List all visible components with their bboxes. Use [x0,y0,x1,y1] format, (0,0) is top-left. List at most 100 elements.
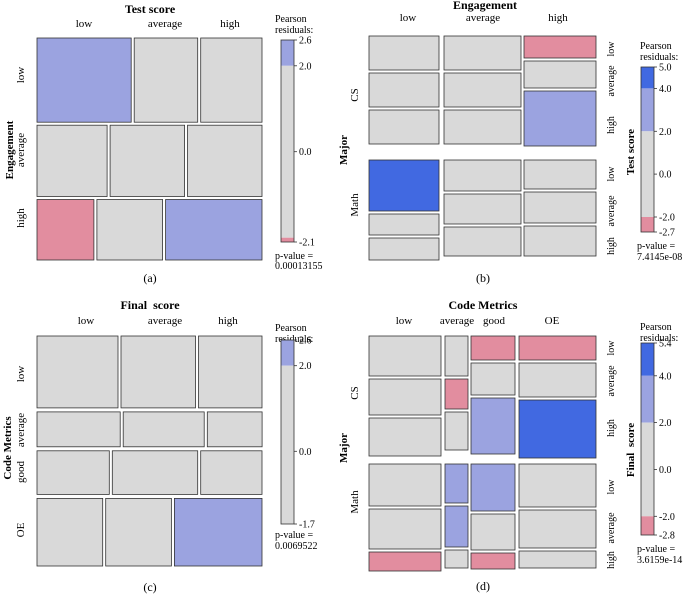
legend-segment-2 [281,65,294,238]
panel-b-tile-CS-high-low [523,35,597,59]
panel-d-tile-CS-average-low [444,335,469,377]
panel-d-tile-CS-OE-low [518,335,597,361]
panel-b-p-value: 7.4145e-08 [637,252,682,263]
panel-c-p-value: 0.0069522 [275,541,318,552]
panel-c-row-good: good [15,461,27,484]
panel-b-col-low: low [400,12,417,24]
panel-d-tile-CS-OE-average [518,362,597,398]
legend-segment-3 [641,516,654,535]
panel-c-legend-title-1: Pearson [275,323,307,334]
panel-d-tile-Math-good-average [470,513,516,551]
panel-b-inner-cs-low: low [606,41,617,57]
panel-a-p-label: p-value = [275,251,313,262]
panel-b-tile-Math-average-average [443,193,522,225]
legend-segment-2 [641,131,654,217]
panel-c-title: Final score [120,298,180,312]
panel-d-tile-CS-low-average [368,378,442,416]
panel-a-label: (a) [143,271,156,285]
panel-d-legend-title-1: Pearson [640,322,672,333]
panel-b: Engagement low average high Major CS Mat… [338,0,682,285]
panel-d-legend: Pearson residuals: p-value = 3.6159e-14 … [637,322,682,566]
panel-a-legend: Pearson residuals: p-value = 0.00013155 … [275,14,323,272]
panel-b-tile-Math-low-high [368,237,440,261]
panel-b-legend: Pearson residuals: p-value = 7.4145e-08 … [637,41,682,263]
legend-tick-label: 4.0 [659,84,672,95]
panel-b-tile-CS-low-average [368,72,440,108]
panel-d-tile-CS-low-high [368,417,442,457]
panel-c-tile-low-low [36,335,119,409]
legend-tick-label: 5.0 [659,63,672,74]
panel-d-tile-Math-OE-high [518,550,597,569]
panel-a-tile-low-average [133,37,199,123]
legend-tick-label: 2.6 [299,336,312,347]
panel-d-inner-cs-low: low [606,340,617,356]
panel-b-title: Engagement [453,0,517,12]
panel-a-row-low: low [15,67,27,84]
legend-tick-label: -2.0 [659,512,675,523]
panel-c-tile-average-low [36,411,121,448]
legend-tick-label: 2.0 [659,127,672,138]
panel-c-tile-low-high [198,335,263,409]
panel-c-legend-title-2: residuals: [275,334,313,345]
panel-c-tile-OE-average [105,497,172,567]
panel-c-col-low: low [78,315,95,327]
legend-tick-label: 2.0 [299,361,312,372]
panel-d-tile-CS-average-high [444,411,469,451]
panel-a: Test score low average high Engagement l… [4,2,323,285]
panel-a-col-high: high [220,18,240,30]
panel-d-inner-cs-high: high [606,419,617,437]
panel-b-tile-CS-average-average [443,72,522,108]
panel-d-tile-CS-low-low [368,335,442,377]
panel-d-group-cs: CS [349,386,361,399]
panel-d-group-math: Math [349,490,361,514]
legend-segment-0 [641,343,654,376]
legend-tick-label: 4.0 [659,371,672,382]
panel-d-inner-var: Final score [625,423,637,477]
panel-b-label: (b) [476,271,490,285]
panel-a-tile-high-low [36,199,95,261]
panel-c-tile-average-average [122,411,205,448]
legend-tick-label: 2.0 [299,61,312,72]
panel-c-tile-OE-high [173,497,263,567]
panel-a-tile-average-average [109,124,185,197]
panel-b-tile-CS-high-high [523,90,597,147]
panel-d-col-average: average [440,315,474,327]
panel-a-legend-title-2: residuals: [275,25,313,36]
legend-tick-label: -2.7 [659,228,675,239]
panel-d-tile-CS-good-average [470,362,516,396]
panel-a-legend-title-1: Pearson [275,14,307,25]
panel-a-p-value: 0.00013155 [275,261,323,272]
panel-c-col-high: high [218,315,238,327]
panel-d-tile-CS-average-average [444,378,469,410]
panel-a-col-average: average [148,18,182,30]
panel-d-tile-Math-average-low [444,463,469,504]
panel-c-tile-average-high [206,411,263,448]
panel-c-row-low: low [15,366,27,383]
legend-tick-label: -2.0 [659,213,675,224]
panel-c-tile-low-average [120,335,196,409]
legend-tick-label: -2.1 [299,238,315,249]
panel-b-inner-cs-average: average [606,65,617,97]
panel-b-tile-Math-average-high [443,226,522,257]
legend-tick-label: -1.7 [299,520,315,531]
panel-d-tile-Math-low-average [368,508,442,550]
panel-b-tile-CS-low-high [368,109,440,145]
panel-c-row-var: Code Metrics [2,416,14,480]
panel-d-tile-Math-low-low [368,463,442,507]
panel-b-tile-Math-average-low [443,159,522,192]
legend-segment-1 [641,375,654,423]
panel-b-inner-math-average: average [606,195,617,227]
panel-d-inner-math-low: low [606,479,617,495]
panel-b-tile-CS-average-low [443,35,522,71]
panel-b-inner-math-high: high [606,237,617,255]
panel-b-tile-CS-average-high [443,109,522,145]
panel-d-outer-var: Major [338,433,350,463]
panel-b-legend-title-1: Pearson [640,41,672,52]
panel-d-label: (d) [476,579,490,593]
panel-c-tile-good-high [200,450,263,495]
panel-d-p-value: 3.6159e-14 [637,555,682,566]
panel-d-inner-math-high: high [606,551,617,569]
panel-b-tile-Math-low-average [368,213,440,236]
panel-c-tile-good-average [111,450,199,495]
